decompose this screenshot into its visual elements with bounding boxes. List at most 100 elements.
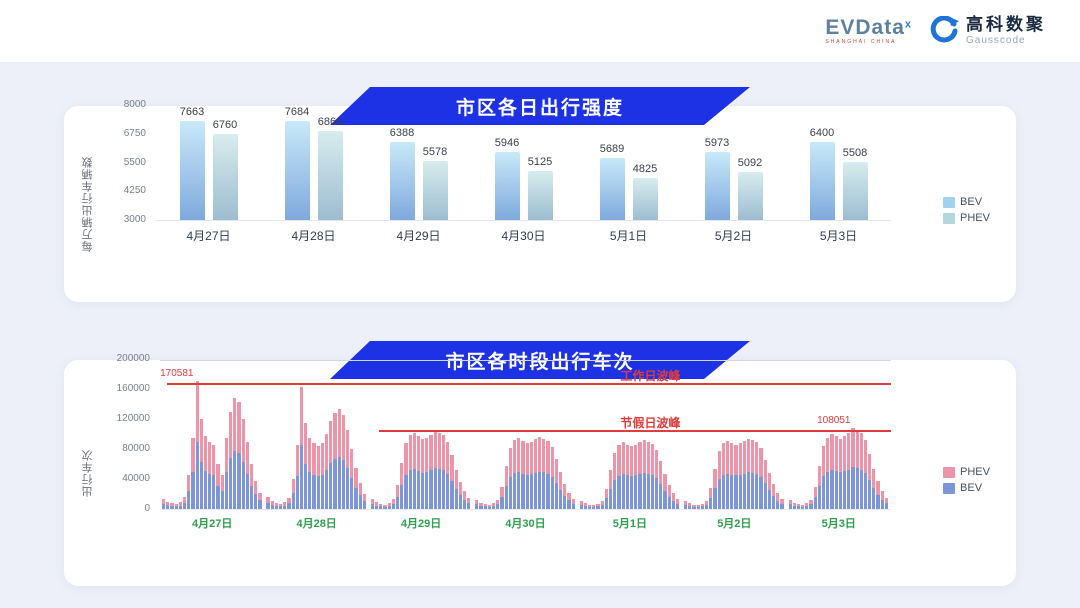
hour-bar — [550, 361, 554, 509]
phev-segment — [199, 419, 203, 463]
hour-bar — [838, 361, 842, 509]
hour-bar — [508, 361, 512, 509]
bev-segment — [655, 478, 659, 509]
bev-value-label: 5689 — [599, 143, 625, 156]
hour-bar — [182, 361, 187, 509]
phev-segment — [579, 500, 583, 505]
workday-peak-line — [167, 383, 891, 386]
bev-segment — [629, 476, 634, 509]
bev-bar-wrap: 7663 — [179, 106, 205, 220]
phev-segment — [796, 504, 801, 507]
bev-segment — [546, 473, 550, 509]
hour-bar — [316, 361, 320, 509]
bev-segment — [709, 498, 713, 509]
hour-bar — [822, 361, 826, 509]
bev-segment — [283, 505, 287, 509]
hour-bar — [258, 361, 262, 509]
hour-bar — [375, 361, 379, 509]
y-tick-label: 0 — [144, 503, 150, 514]
hour-bar — [467, 361, 471, 509]
hour-bar — [174, 361, 178, 509]
phev-segment — [838, 438, 842, 473]
hour-bar — [254, 361, 258, 509]
phev-segment — [370, 499, 375, 504]
bev-segment — [625, 475, 629, 509]
phev-segment — [671, 493, 675, 501]
hour-bar — [312, 361, 316, 509]
bev-segment — [446, 473, 450, 509]
hour-bar — [274, 361, 278, 509]
phev-segment — [492, 503, 496, 507]
hour-bar — [625, 361, 629, 509]
phev-segment — [688, 503, 692, 506]
hour-bar — [162, 361, 166, 509]
evdata-subtext: SHANGHAI CHINA — [825, 38, 897, 45]
phev-segment — [383, 504, 387, 507]
x-axis-date-label: 4月28日 — [291, 229, 336, 243]
bev-bar — [809, 141, 835, 220]
phev-segment — [730, 443, 734, 475]
hourly-trips-title: 市区各时段出行车次 — [445, 351, 635, 373]
hour-bar — [763, 361, 767, 509]
bev-segment — [650, 475, 655, 509]
hour-bar — [780, 361, 784, 509]
phev-value-label: 5125 — [527, 156, 553, 169]
bev-segment — [454, 488, 458, 509]
hour-bar — [751, 361, 755, 509]
bev-segment — [504, 486, 508, 509]
hour-bar — [563, 361, 567, 509]
hour-bar — [796, 361, 801, 509]
phev-bar-wrap: 5092 — [737, 106, 763, 220]
bev-segment — [788, 504, 792, 509]
bev-segment — [863, 473, 868, 509]
phev-segment — [266, 497, 270, 503]
hour-bar — [847, 361, 851, 509]
hour-bar — [187, 361, 191, 509]
phev-segment — [538, 437, 542, 472]
logo-group: EVDatax SHANGHAI CHINA 高科数聚 Gausscode — [825, 15, 1046, 46]
bev-bar-wrap: 7684 — [284, 106, 310, 220]
x-axis-date-label: 5月2日 — [717, 518, 752, 530]
phev-value-label: 4825 — [632, 163, 658, 176]
bev-value-label: 5973 — [704, 136, 730, 149]
hour-bar — [320, 361, 325, 509]
hour-bar — [872, 361, 876, 509]
phev-segment — [705, 500, 709, 505]
phev-bar — [737, 171, 763, 220]
bev-segment — [208, 473, 212, 509]
bar-group: 5946 5125 — [471, 106, 576, 220]
hour-bar — [358, 361, 362, 509]
hour-bar — [554, 361, 559, 509]
peak-value-annotation: 108051 — [817, 414, 851, 426]
bev-segment — [395, 496, 400, 509]
x-axis-date-label: 4月29日 — [396, 229, 441, 243]
phev-segment — [375, 502, 379, 506]
bev-bar — [494, 152, 520, 220]
phev-segment — [467, 497, 471, 504]
daily-intensity-title-ribbon: 市区各日出行强度 — [330, 87, 750, 125]
hour-bar — [646, 361, 650, 509]
phev-segment — [880, 491, 884, 500]
bev-segment — [705, 504, 709, 509]
bev-value-label: 6388 — [389, 127, 415, 140]
phev-segment — [642, 440, 646, 474]
legend-item: PHEV — [943, 212, 990, 224]
phev-segment — [254, 480, 258, 495]
hourly-trips-legend: PHEV BEV — [943, 466, 990, 494]
bev-segment — [646, 473, 650, 509]
hour-bar — [684, 361, 688, 509]
phev-segment — [809, 500, 813, 505]
hour-bar — [596, 361, 600, 509]
phev-bar-wrap: 5508 — [842, 106, 868, 220]
phev-segment — [212, 444, 216, 476]
hour-bar — [826, 361, 830, 509]
bev-segment — [270, 504, 274, 509]
phev-segment — [274, 503, 278, 506]
hour-bar — [421, 361, 425, 509]
phev-segment — [650, 443, 655, 476]
bev-segment — [792, 505, 796, 509]
phev-segment — [224, 437, 228, 472]
legend-swatch — [943, 482, 956, 494]
bev-segment — [187, 491, 191, 509]
phev-segment — [191, 437, 195, 472]
